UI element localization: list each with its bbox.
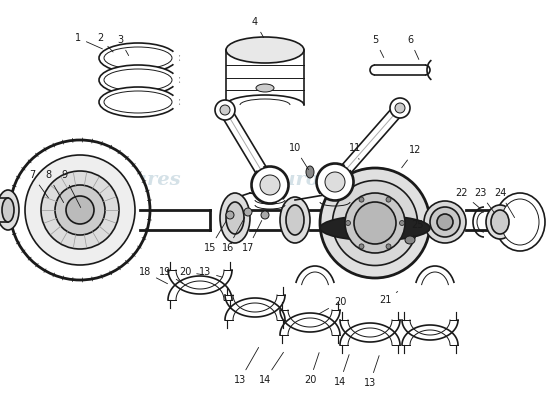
Ellipse shape: [359, 197, 364, 202]
Ellipse shape: [244, 208, 252, 216]
Text: 17: 17: [242, 220, 262, 253]
Ellipse shape: [262, 177, 278, 193]
Ellipse shape: [256, 84, 274, 92]
Ellipse shape: [321, 168, 349, 196]
Ellipse shape: [261, 211, 269, 219]
Ellipse shape: [99, 43, 177, 73]
Text: 20: 20: [304, 353, 319, 385]
Ellipse shape: [286, 205, 304, 235]
Text: eurospares: eurospares: [270, 171, 390, 189]
Ellipse shape: [215, 100, 235, 120]
Ellipse shape: [395, 103, 405, 113]
Ellipse shape: [104, 91, 172, 113]
Ellipse shape: [491, 210, 509, 234]
Text: 9: 9: [61, 170, 81, 208]
Text: 20: 20: [320, 297, 346, 314]
Ellipse shape: [325, 172, 345, 192]
Text: 13: 13: [364, 356, 379, 388]
Ellipse shape: [10, 140, 150, 280]
Ellipse shape: [306, 166, 314, 178]
Text: 11: 11: [349, 143, 361, 159]
Ellipse shape: [333, 180, 417, 266]
Ellipse shape: [220, 105, 230, 115]
Ellipse shape: [226, 37, 304, 63]
Ellipse shape: [226, 211, 234, 219]
Ellipse shape: [327, 174, 343, 190]
Text: 14: 14: [334, 355, 349, 387]
Ellipse shape: [320, 216, 430, 240]
Ellipse shape: [345, 220, 350, 226]
Text: 13: 13: [234, 348, 258, 385]
Ellipse shape: [430, 207, 460, 237]
Ellipse shape: [99, 65, 177, 95]
Text: 18: 18: [139, 267, 168, 284]
Text: 20: 20: [179, 267, 202, 277]
Text: 8: 8: [45, 170, 64, 202]
Text: 16: 16: [222, 218, 245, 253]
Ellipse shape: [220, 193, 250, 243]
Text: 19: 19: [159, 267, 183, 284]
Ellipse shape: [2, 198, 14, 222]
Text: 12: 12: [402, 145, 421, 168]
Ellipse shape: [424, 201, 466, 243]
Ellipse shape: [55, 185, 105, 235]
Text: 10: 10: [289, 143, 309, 170]
Ellipse shape: [354, 202, 396, 244]
Ellipse shape: [501, 199, 539, 245]
Ellipse shape: [252, 167, 288, 203]
Ellipse shape: [399, 220, 404, 226]
Ellipse shape: [386, 197, 391, 202]
Text: 25: 25: [412, 220, 424, 238]
Ellipse shape: [99, 87, 177, 117]
Text: 14: 14: [259, 352, 283, 385]
Ellipse shape: [437, 214, 453, 230]
Text: 23: 23: [474, 188, 494, 213]
Ellipse shape: [256, 171, 284, 199]
Ellipse shape: [280, 197, 310, 243]
Ellipse shape: [359, 244, 364, 249]
Text: 21: 21: [379, 292, 398, 305]
Text: 13: 13: [199, 267, 222, 277]
Text: eurospares: eurospares: [60, 171, 182, 189]
Text: 22: 22: [456, 188, 480, 208]
Ellipse shape: [66, 196, 94, 224]
Text: 1: 1: [75, 33, 102, 49]
Text: 2: 2: [97, 33, 113, 52]
Ellipse shape: [0, 190, 19, 230]
Ellipse shape: [104, 47, 172, 69]
Text: 7: 7: [29, 170, 48, 198]
Ellipse shape: [317, 164, 353, 200]
Text: 15: 15: [204, 220, 227, 253]
Text: 3: 3: [117, 35, 129, 56]
Ellipse shape: [25, 155, 135, 265]
Ellipse shape: [226, 202, 244, 234]
Ellipse shape: [320, 168, 430, 278]
Ellipse shape: [486, 205, 514, 239]
Ellipse shape: [345, 193, 405, 253]
Text: 5: 5: [372, 35, 384, 58]
Text: 6: 6: [407, 35, 419, 60]
Ellipse shape: [386, 244, 391, 249]
Ellipse shape: [390, 98, 410, 118]
Ellipse shape: [104, 69, 172, 91]
Ellipse shape: [405, 236, 415, 244]
Ellipse shape: [260, 175, 280, 195]
Text: 4: 4: [252, 17, 263, 38]
Ellipse shape: [41, 171, 119, 249]
Ellipse shape: [495, 193, 545, 251]
Text: 24: 24: [494, 188, 515, 218]
